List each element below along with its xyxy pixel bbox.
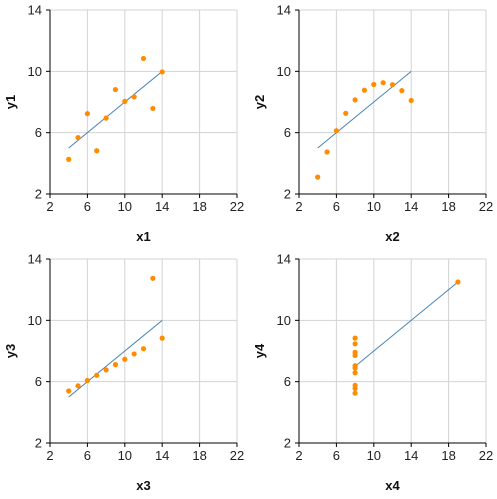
y-tick-label: 10 [277,313,291,328]
data-point [389,82,396,88]
data-point [352,390,358,396]
x-tick-label: 18 [192,199,206,214]
y-tick-label: 14 [277,252,291,267]
data-point [352,370,358,376]
data-point [122,98,128,104]
x-tick-label: 14 [404,448,418,463]
data-point [333,128,339,134]
data-point [94,372,100,378]
x-tick-label: 2 [46,199,53,214]
y-tick-label: 14 [28,3,42,18]
data-point [352,97,358,103]
y-tick-label: 6 [284,374,291,389]
x-tick-label: 6 [84,199,91,214]
x-tick-label: 22 [230,448,244,463]
x-tick-label: 6 [84,448,91,463]
data-point [112,362,119,368]
data-point [159,69,165,75]
data-point [352,335,358,341]
y-tick-label: 2 [35,436,42,451]
y-axis-title: y4 [252,343,267,358]
data-point [66,156,72,162]
x-tick-label: 22 [479,448,493,463]
data-point [352,385,358,392]
x-tick-label: 10 [367,199,381,214]
data-point [103,115,109,121]
data-point [131,351,137,357]
y-tick-label: 6 [284,125,291,140]
y-tick-label: 6 [35,374,42,389]
x-axis-title: x3 [136,478,150,493]
data-point [399,88,405,94]
data-point [371,81,377,88]
x-tick-label: 18 [192,448,206,463]
data-point [75,383,81,389]
x-tick-label: 10 [118,448,132,463]
y-tick-label: 2 [284,187,291,202]
data-point [455,279,461,285]
data-point [122,356,128,362]
data-point [324,149,330,155]
y-axis-title: y1 [3,95,18,109]
x-tick-label: 14 [155,448,169,463]
y-tick-label: 10 [277,64,291,79]
data-point [103,367,109,373]
data-point [352,341,358,347]
regression-line [354,281,459,367]
data-point [150,105,156,112]
data-point [140,346,147,352]
data-point [131,94,137,100]
y-tick-label: 6 [35,125,42,140]
data-point [315,174,321,180]
data-point [352,349,358,355]
y-tick-label: 2 [35,187,42,202]
x-tick-label: 14 [404,199,418,214]
data-point [94,148,100,154]
data-point [361,87,368,93]
x-tick-label: 6 [333,199,340,214]
x-axis-title: x2 [385,229,399,244]
x-tick-label: 14 [155,199,169,214]
data-point [84,377,90,384]
x-tick-label: 2 [295,448,302,463]
y-tick-label: 14 [277,3,291,18]
x-tick-label: 18 [441,199,455,214]
x-tick-label: 2 [295,199,302,214]
data-point [343,110,349,116]
x-tick-label: 2 [46,448,53,463]
y-tick-label: 10 [28,64,42,79]
data-point [112,86,119,93]
x-tick-label: 10 [367,448,381,463]
regression-line [68,70,163,149]
x-tick-label: 22 [230,199,244,214]
data-point [380,80,386,86]
x-tick-label: 22 [479,199,493,214]
data-point [150,275,156,281]
x-axis-title: x4 [385,478,400,493]
regression-line [68,319,163,398]
data-point [84,111,90,117]
x-tick-label: 10 [118,199,132,214]
data-point [159,335,165,341]
y-axis-title: y3 [3,344,18,358]
regression-line [317,70,412,149]
data-point [75,134,81,141]
y-tick-label: 14 [28,252,42,267]
x-tick-label: 18 [441,448,455,463]
x-axis-title: x1 [136,229,150,244]
x-tick-label: 6 [333,448,340,463]
data-point [352,365,358,371]
y-tick-label: 10 [28,313,42,328]
y-tick-label: 2 [284,436,291,451]
y-axis-title: y2 [252,95,267,109]
data-point [140,55,147,62]
data-point [408,97,414,104]
data-point [66,388,72,394]
